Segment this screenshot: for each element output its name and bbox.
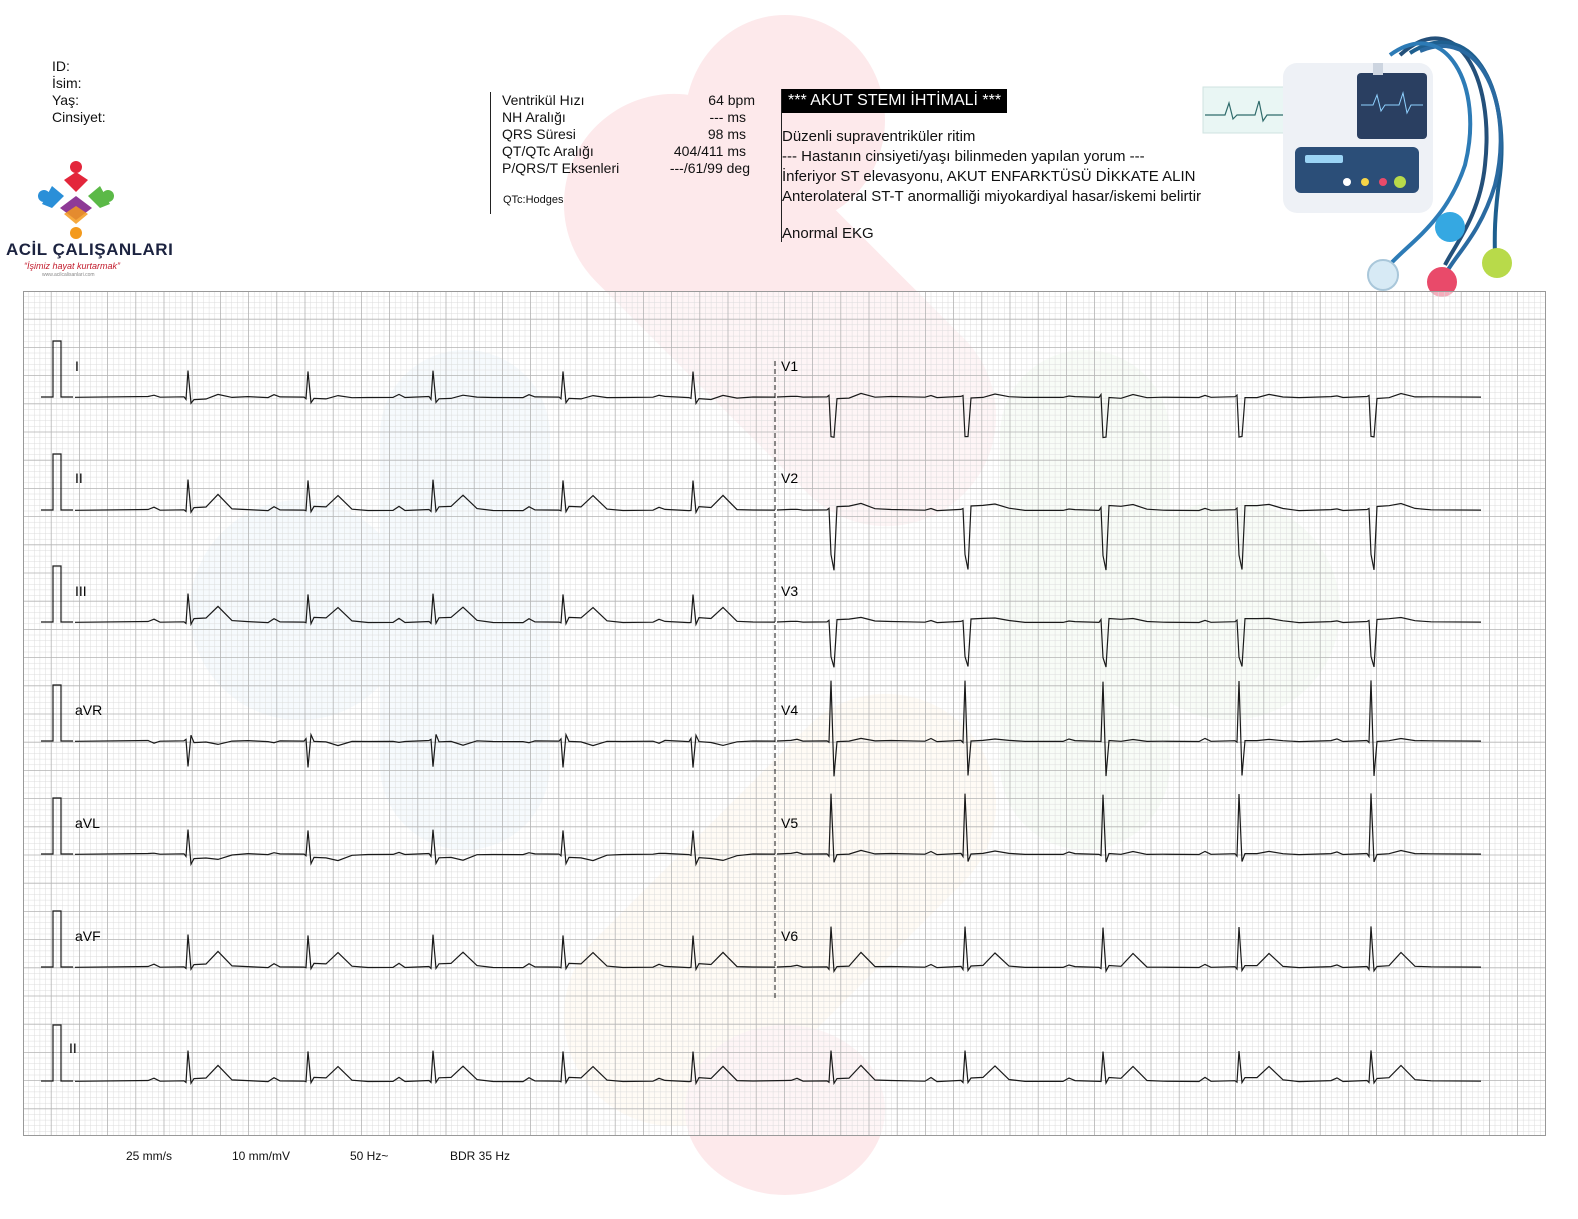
lead-label-v2: V2 <box>781 470 798 486</box>
qtc-method: QTc:Hodges <box>503 194 564 206</box>
measurement-row: Ventrikül Hızı 64 bpm <box>502 92 755 109</box>
monitor-machine-icon <box>1283 63 1433 213</box>
trace-lead-v6 <box>776 926 1482 974</box>
electrode-cables-icon <box>1383 36 1504 276</box>
stemi-alert-badge: *** AKUT STEMI İHTİMALİ *** <box>782 89 1008 113</box>
trace-lead-avr <box>74 732 776 768</box>
measurement-label: Ventrikül Hızı <box>502 92 585 108</box>
measurement-label: P/QRS/T Eksenleri <box>502 160 620 176</box>
measurement-value: 98 ms <box>707 126 746 142</box>
logo-tagline: “İşimiz hayat kurtarmak” <box>24 261 121 271</box>
calibration-pulse <box>41 1024 73 1082</box>
trace-lead-iii <box>74 593 776 627</box>
measurement-value: --- ms <box>709 109 746 125</box>
trace-rhythm-ii <box>74 1050 1482 1086</box>
lead-label-v4: V4 <box>781 702 798 718</box>
interpretation-panel: *** AKUT STEMI İHTİMALİ *** Düzenli supr… <box>781 89 1201 242</box>
trace-lead-v3 <box>776 616 1482 668</box>
measurement-row: P/QRS/T Eksenleri ---/61/99 deg <box>502 160 755 177</box>
interpretation-line: Düzenli supraventriküler ritim <box>782 128 976 145</box>
organization-logo <box>38 161 114 239</box>
lead-label-avr: aVR <box>75 702 102 718</box>
logo-title: ACİL ÇALIŞANLARI <box>6 240 174 259</box>
calibration-pulse <box>41 684 73 742</box>
calibration-pulse <box>41 565 73 623</box>
calibration-pulse <box>41 340 73 398</box>
trace-lead-avf <box>74 934 776 972</box>
logo-url: www.acilcalisanlari.com <box>42 272 95 278</box>
interpretation-line: İnferiyor ST elevasyonu, AKUT ENFARKTÜSÜ… <box>782 168 1196 185</box>
calibration-pulse <box>41 453 73 511</box>
measurement-value: ---/61/99 deg <box>669 160 750 176</box>
patient-info: ID: İsim: Yaş: Cinsiyet: <box>52 58 106 126</box>
trace-lead-i <box>74 370 776 406</box>
footer-mains-filter: 50 Hz~ <box>350 1149 389 1163</box>
interpretation-line: --- Hastanın cinsiyeti/yaşı bilinmeden y… <box>782 148 1145 165</box>
logo-people-icon <box>38 161 114 239</box>
lead-label-avl: aVL <box>75 815 100 831</box>
measurement-value: 404/411 ms <box>673 143 746 159</box>
interpretation-line: Anterolateral ST-T anormalliği miyokardi… <box>782 188 1202 205</box>
footer-gain: 10 mm/mV <box>232 1149 291 1163</box>
lead-label-iii: III <box>75 583 87 599</box>
lead-label-rhythm-ii: II <box>69 1040 77 1056</box>
lead-label-v3: V3 <box>781 583 798 599</box>
footer-speed: 25 mm/s <box>126 1149 173 1163</box>
patient-age-label: Yaş: <box>52 92 79 108</box>
lead-label-avf: aVF <box>75 928 101 944</box>
lead-label-ii: II <box>75 470 83 486</box>
measurement-value: 64 bpm <box>708 92 755 108</box>
lead-label-i: I <box>75 358 79 374</box>
measurement-row: QT/QTc Aralığı 404/411 ms <box>502 143 755 160</box>
ecg-grid <box>23 291 1546 1136</box>
lead-label-v5: V5 <box>781 815 798 831</box>
measurement-label: QRS Süresi <box>502 126 576 142</box>
lead-label-v1: V1 <box>781 358 798 374</box>
trace-lead-v2 <box>776 502 1482 571</box>
grid-border <box>23 291 1546 1136</box>
trace-lead-avl <box>74 829 776 867</box>
patient-id-label: ID: <box>52 58 70 74</box>
patient-name-label: İsim: <box>52 75 82 91</box>
grid-major-lines <box>23 291 1546 1136</box>
trace-lead-ii <box>74 479 776 515</box>
trace-lead-v4 <box>776 680 1482 777</box>
ecg-tracing: I II III aVR aVL aVF V1 V2 V3 V4 V5 V6 I… <box>23 291 1546 1136</box>
measurement-label: QT/QTc Aralığı <box>502 143 594 159</box>
measurements-panel: Ventrikül Hızı 64 bpm NH Aralığı --- ms … <box>490 92 755 214</box>
interpretation-conclusion: Anormal EKG <box>782 225 874 242</box>
calibration-pulse <box>41 797 73 855</box>
lead-label-v6: V6 <box>781 928 798 944</box>
calibration-pulse <box>41 910 73 968</box>
measurement-row: QRS Süresi 98 ms <box>502 126 755 143</box>
trace-lead-v1 <box>776 392 1482 439</box>
patient-gender-label: Cinsiyet: <box>52 109 106 125</box>
ecg-traces <box>41 340 1482 1086</box>
trace-lead-v5 <box>776 793 1482 863</box>
measurement-row: NH Aralığı --- ms <box>502 109 755 126</box>
footer-bandwidth-filter: BDR 35 Hz <box>450 1149 511 1163</box>
measurement-label: NH Aralığı <box>502 109 566 125</box>
electrode-pads-icon <box>1367 212 1512 297</box>
lead-labels: I II III aVR aVL aVF V1 V2 V3 V4 V5 V6 I… <box>69 358 798 1056</box>
ecg-device-illustration <box>1202 36 1512 297</box>
